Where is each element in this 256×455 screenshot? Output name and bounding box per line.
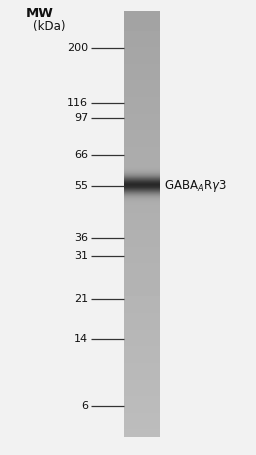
Text: MW: MW	[26, 7, 54, 20]
Text: 31: 31	[74, 251, 88, 261]
Text: 66: 66	[74, 150, 88, 160]
Text: GABA$_A$R$\gamma$3: GABA$_A$R$\gamma$3	[164, 177, 227, 194]
Text: 200: 200	[67, 43, 88, 53]
Text: 97: 97	[74, 113, 88, 123]
Text: 55: 55	[74, 181, 88, 191]
Text: 36: 36	[74, 233, 88, 243]
Text: 21: 21	[74, 294, 88, 304]
Text: (kDa): (kDa)	[33, 20, 66, 34]
Text: 14: 14	[74, 334, 88, 344]
Text: 6: 6	[81, 401, 88, 411]
Text: 116: 116	[67, 98, 88, 108]
